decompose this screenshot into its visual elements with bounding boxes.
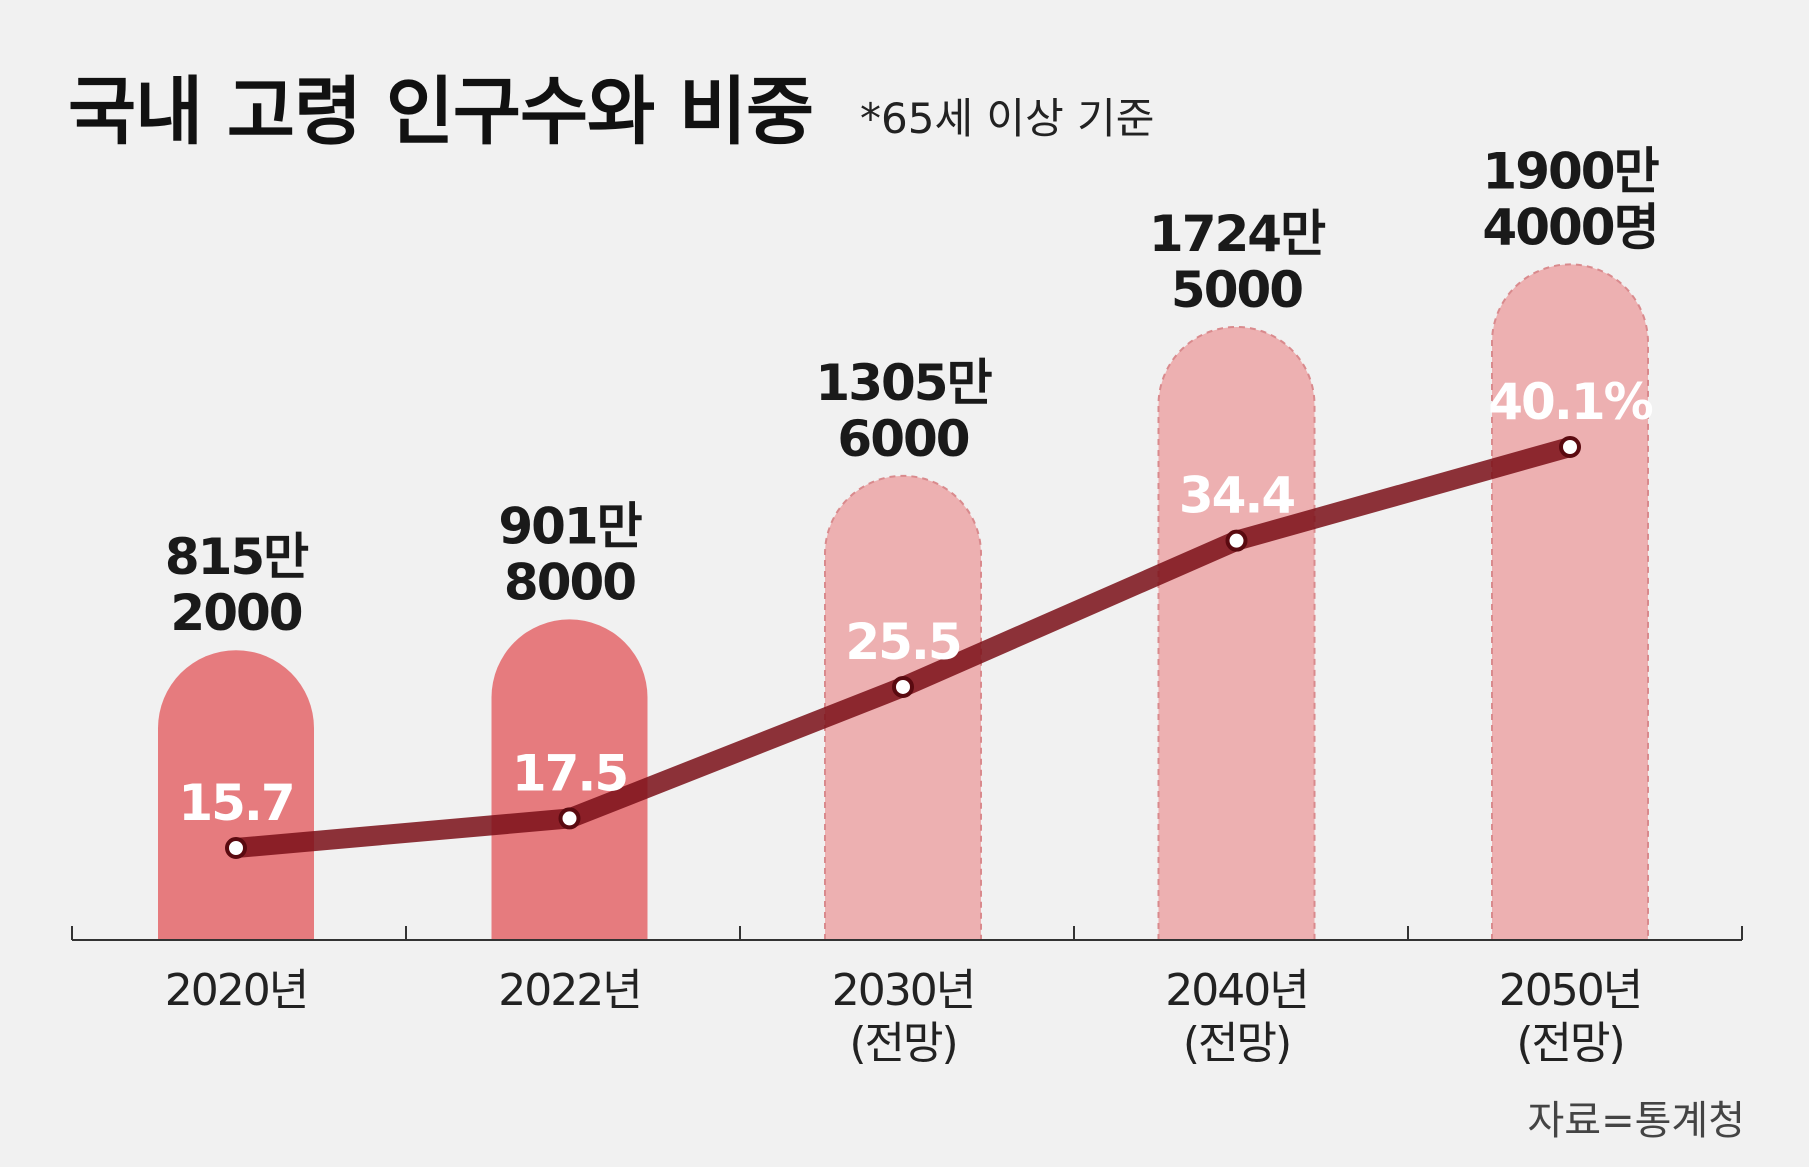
share-point-3 [1225,529,1248,552]
share-point-1 [558,807,581,830]
share-label-1: 17.5 [512,744,627,802]
bar-value-label-0-1: 2000 [170,584,301,642]
share-label-4: 40.1% [1488,373,1652,431]
share-label-0: 15.7 [178,774,293,832]
x-tick-label-1: 2022년 [498,965,640,1016]
x-axis: 2020년 2022년 2030년(전망)2040년(전망)2050년(전망) [71,926,1743,1069]
share-point-2 [892,675,914,698]
bars-layer [158,263,1649,941]
share-point-0 [225,837,247,859]
bar-2 [824,474,982,941]
bar-4 [1491,263,1649,941]
source-note: 자료=통계청 [1527,1098,1745,1144]
bar-value-label-3-0: 1724만 [1149,205,1326,263]
x-tick-note-3: (전망) [1183,1018,1290,1069]
bar-0 [158,650,314,940]
x-tick-note-4: (전망) [1516,1018,1623,1069]
bar-value-label-1-0: 901만 [498,497,642,555]
share-point-4 [1559,436,1581,458]
bar-value-label-2-1: 6000 [837,410,968,468]
bar-value-label-3-1: 5000 [1171,261,1302,319]
labels-layer: 815만2000901만80001305만60001724만50001900만4… [165,142,1662,832]
bar-value-label-4-0: 1900만 [1482,142,1659,200]
x-tick-label-0: 2020년 [165,965,307,1016]
chart-subtitle: *65세 이상 기준 [860,94,1155,143]
share-label-3: 34.4 [1179,467,1295,525]
bar-value-label-2-0: 1305만 [815,354,992,412]
bar-value-label-4-1: 4000명 [1482,198,1657,256]
bar-1 [491,619,648,940]
bar-value-label-1-1: 8000 [504,553,635,611]
x-tick-label-4: 2050년 [1499,965,1641,1016]
bar-3 [1157,325,1316,941]
chart-title: 국내 고령 인구수와 비중 [68,69,814,155]
x-tick-label-2: 2030년 [832,965,974,1016]
line-layer [225,436,1581,859]
x-tick-note-2: (전망) [849,1018,956,1069]
share-label-2: 25.5 [845,613,960,671]
bar-value-label-0-0: 815만 [165,528,309,586]
x-tick-label-3: 2040년 [1165,965,1307,1016]
